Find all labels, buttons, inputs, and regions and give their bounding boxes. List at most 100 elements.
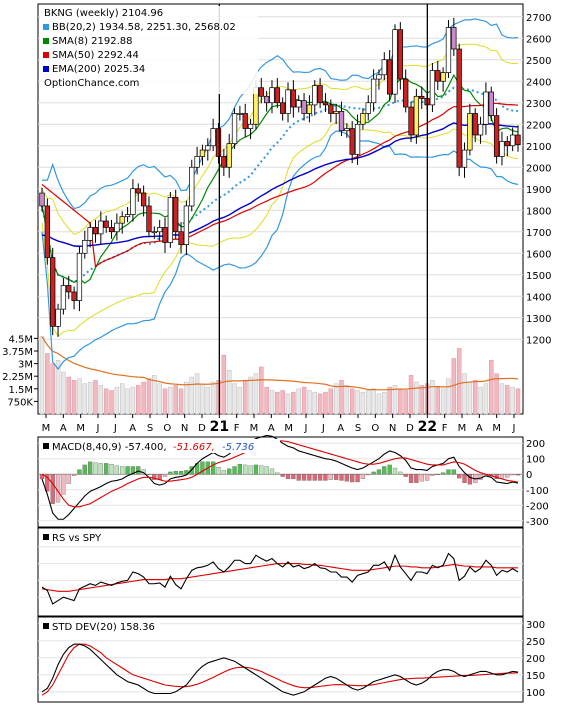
volume-bar <box>71 380 77 415</box>
volume-bar <box>98 385 104 415</box>
macd-tick-label: 0 <box>526 470 532 481</box>
candle-body <box>87 227 93 241</box>
candle-body <box>461 149 468 168</box>
candle-body <box>338 110 345 132</box>
date-tick-label: 22 <box>418 419 437 435</box>
stddev-label: STD DEV(20) 158.36 <box>40 619 160 633</box>
candle-body <box>146 205 152 233</box>
volume-bar <box>291 391 296 415</box>
candle-body <box>397 29 403 80</box>
date-tick-label: O <box>163 423 171 434</box>
price-tick-label: 2100 <box>526 142 551 153</box>
date-tick-label: J <box>512 423 516 434</box>
macd-histogram-bar <box>125 466 130 475</box>
volume-bar <box>226 370 232 415</box>
volume-bar <box>221 354 227 415</box>
candle-body <box>290 89 297 108</box>
date-tick-label: A <box>268 423 275 434</box>
candle-body <box>483 91 489 125</box>
date-tick-label: D <box>198 423 206 434</box>
legend-entry: EMA(200) 2025.34 <box>52 64 145 75</box>
volume-bar <box>382 391 387 415</box>
macd-histogram-bar <box>280 474 285 477</box>
candle-body <box>167 197 174 243</box>
candle-body <box>333 110 339 114</box>
volume-bar <box>419 385 424 415</box>
volume-bar <box>462 373 467 415</box>
volume-bar <box>403 390 408 415</box>
stddev-axis: 300 250 200 150 100 <box>526 620 545 699</box>
candle-body <box>151 231 157 234</box>
stddev-tick-label: 150 <box>526 671 545 682</box>
macd-histogram-bar <box>45 474 50 492</box>
macd-histogram-bar <box>232 466 237 475</box>
price-tick-label: 2000 <box>526 163 551 174</box>
macd-histogram-bar <box>430 474 435 476</box>
date-tick-label: M <box>250 423 259 434</box>
price-tick-label: 2500 <box>526 56 551 67</box>
candle-body <box>157 227 163 233</box>
macd-histogram-bar <box>211 461 216 475</box>
macd-histogram-bar <box>71 474 77 476</box>
candle-body <box>44 205 50 258</box>
volume-bar <box>275 391 280 415</box>
volume-bar <box>328 388 334 415</box>
candle-body <box>178 231 184 245</box>
date-tick-label: S <box>147 423 153 434</box>
macd-histogram-bar <box>328 474 333 480</box>
rs-line <box>41 552 519 605</box>
volume-bar <box>66 376 71 415</box>
date-tick-label: A <box>60 423 67 434</box>
candle-body <box>419 95 425 99</box>
volume-tick-label: 3.75M <box>2 347 33 358</box>
volume-bar <box>103 388 109 415</box>
macd-histogram-bar <box>462 474 467 483</box>
candle-body <box>499 141 505 157</box>
date-tick-label: J <box>321 423 325 434</box>
candle-body <box>231 113 238 144</box>
volume-bar <box>499 383 505 415</box>
sma8-line <box>41 73 519 284</box>
candle-body <box>365 102 371 114</box>
candle-body <box>269 87 275 104</box>
price-candles <box>39 17 521 337</box>
volume-bar <box>194 373 200 415</box>
macd-histogram-bar <box>355 474 360 483</box>
stddev-tick-label: 300 <box>526 620 545 631</box>
rs-panel: RS vs SPY <box>37 527 524 617</box>
volume-bar <box>264 386 269 415</box>
macd-signal-value: -51.667, <box>173 442 215 453</box>
volume-bar <box>339 380 344 415</box>
macd-histogram-bar <box>120 466 125 475</box>
volume-bar <box>109 390 114 415</box>
date-tick-label: M <box>492 423 501 434</box>
legend-swatch <box>43 66 49 72</box>
macd-histogram-bar <box>146 474 152 475</box>
price-tick-label: 1700 <box>526 228 551 239</box>
candle-body <box>39 192 45 207</box>
macd-histogram-bar <box>248 465 253 475</box>
macd-histogram-bar <box>285 474 291 480</box>
candle-body <box>504 141 510 147</box>
candle-body <box>360 113 366 125</box>
volume-bar <box>355 390 360 415</box>
macd-histogram-bar <box>323 474 328 481</box>
date-tick-label: N <box>389 423 396 434</box>
candle-body <box>162 227 168 243</box>
macd-histogram-bar <box>98 463 103 475</box>
volume-bar <box>82 383 88 415</box>
volume-bar <box>162 388 168 415</box>
candle-body <box>306 104 313 114</box>
volume-bar <box>366 390 371 415</box>
macd-histogram-bar <box>435 474 440 475</box>
legend-swatch <box>43 24 49 30</box>
volume-bar <box>136 385 141 415</box>
volume-bar <box>430 380 435 415</box>
volume-tick-label: 3M <box>18 360 33 371</box>
envelope-lower-line <box>41 121 519 337</box>
candle-body <box>183 205 190 245</box>
candle-body <box>98 220 104 235</box>
macd-histogram-bar <box>82 464 87 475</box>
volume-bar <box>323 391 328 415</box>
